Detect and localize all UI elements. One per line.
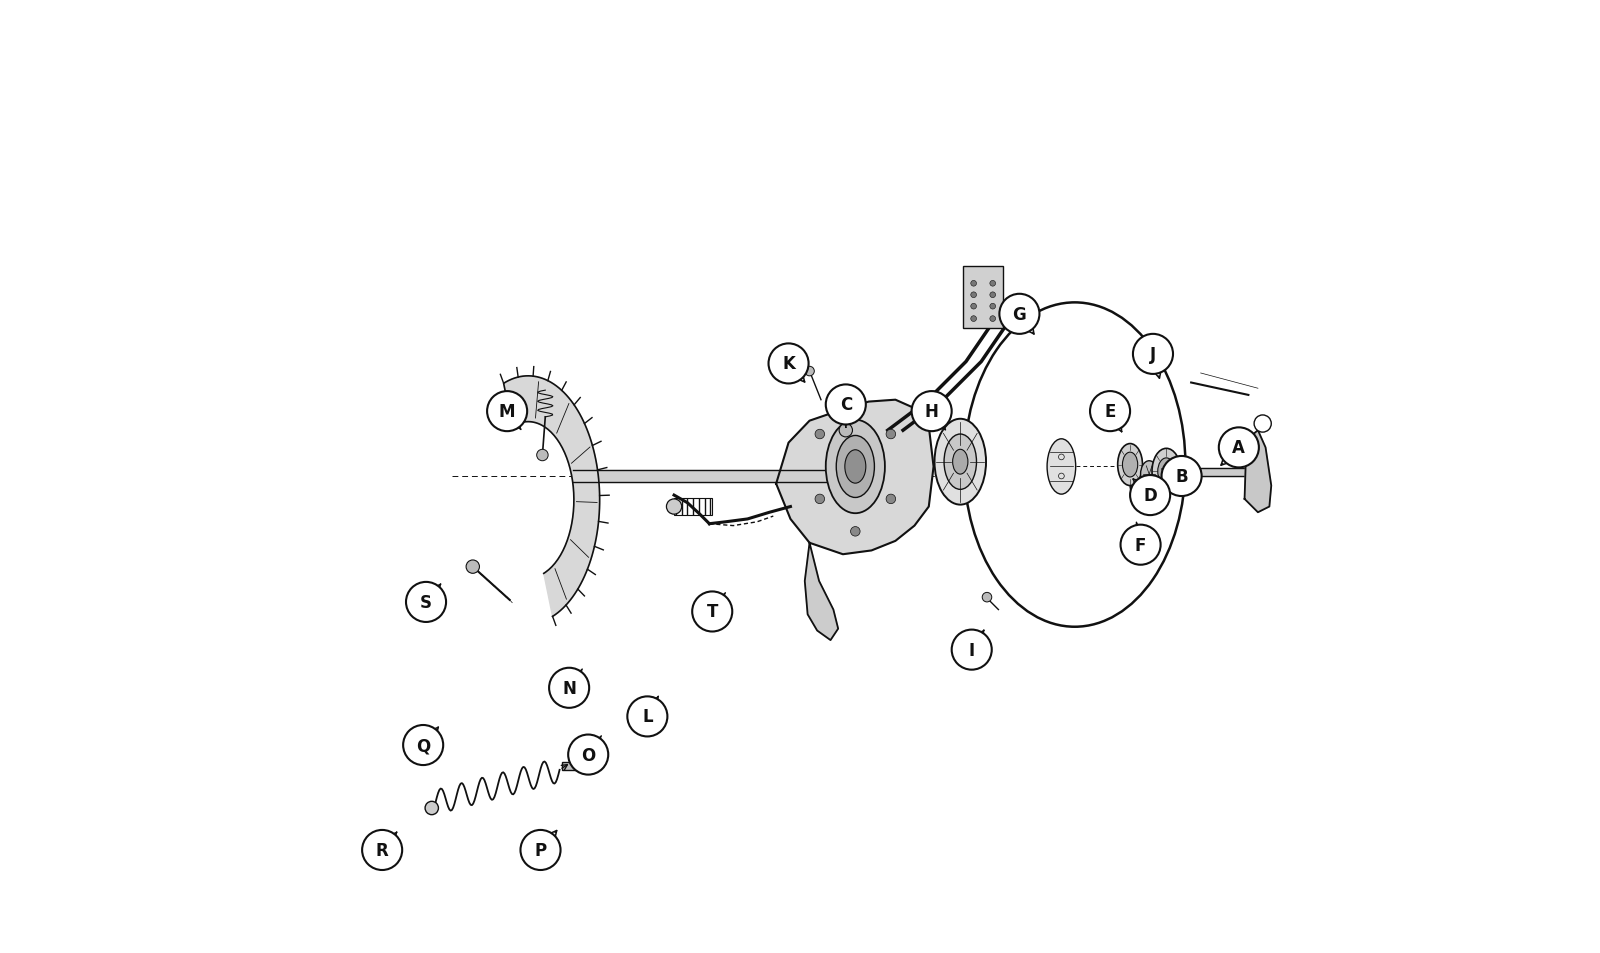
- Circle shape: [1162, 456, 1202, 497]
- Circle shape: [486, 392, 526, 432]
- Ellipse shape: [952, 450, 968, 475]
- Circle shape: [426, 801, 438, 815]
- Circle shape: [627, 697, 667, 737]
- Circle shape: [814, 430, 824, 439]
- Text: R: R: [376, 841, 389, 859]
- Circle shape: [971, 316, 976, 322]
- Text: K: K: [782, 355, 795, 373]
- Circle shape: [851, 397, 861, 407]
- Circle shape: [990, 316, 995, 322]
- Text: S: S: [421, 594, 432, 611]
- Ellipse shape: [1152, 449, 1181, 495]
- Polygon shape: [805, 543, 838, 640]
- Text: G: G: [1013, 306, 1026, 323]
- Ellipse shape: [1046, 439, 1075, 495]
- Circle shape: [851, 527, 861, 537]
- Text: Q: Q: [416, 737, 430, 754]
- Circle shape: [886, 430, 896, 439]
- Text: B: B: [1176, 468, 1187, 485]
- Text: N: N: [562, 679, 576, 697]
- Text: D: D: [1144, 487, 1157, 504]
- Ellipse shape: [1141, 461, 1158, 488]
- Circle shape: [768, 344, 808, 384]
- Circle shape: [667, 499, 682, 515]
- Polygon shape: [504, 376, 600, 617]
- Bar: [674, 498, 712, 516]
- Circle shape: [982, 593, 992, 602]
- Text: I: I: [968, 641, 974, 659]
- Circle shape: [814, 495, 824, 504]
- Circle shape: [826, 385, 866, 425]
- Circle shape: [990, 281, 995, 287]
- Circle shape: [549, 668, 589, 708]
- Circle shape: [886, 495, 896, 504]
- Text: A: A: [1232, 439, 1245, 456]
- Circle shape: [1133, 335, 1173, 375]
- Circle shape: [952, 630, 992, 670]
- Circle shape: [536, 450, 549, 461]
- Ellipse shape: [1118, 444, 1142, 486]
- Circle shape: [406, 582, 446, 622]
- Ellipse shape: [837, 436, 875, 497]
- Ellipse shape: [934, 419, 986, 505]
- Circle shape: [520, 830, 560, 870]
- Circle shape: [971, 293, 976, 298]
- Text: F: F: [1134, 537, 1146, 554]
- Circle shape: [1130, 476, 1170, 516]
- Circle shape: [1000, 294, 1040, 335]
- Bar: [963, 267, 1003, 329]
- Ellipse shape: [1123, 453, 1138, 477]
- Text: M: M: [499, 403, 515, 420]
- Circle shape: [1254, 416, 1272, 433]
- Circle shape: [1219, 428, 1259, 468]
- Circle shape: [912, 392, 952, 432]
- Ellipse shape: [826, 420, 885, 514]
- Polygon shape: [562, 746, 595, 770]
- Circle shape: [1090, 392, 1130, 432]
- Ellipse shape: [1130, 476, 1144, 497]
- Ellipse shape: [1158, 458, 1174, 485]
- Circle shape: [971, 304, 976, 310]
- Circle shape: [990, 293, 995, 298]
- Circle shape: [574, 753, 584, 762]
- Circle shape: [568, 735, 608, 775]
- Text: O: O: [581, 746, 595, 763]
- Circle shape: [971, 281, 976, 287]
- Circle shape: [1120, 525, 1160, 565]
- Circle shape: [838, 424, 853, 437]
- Ellipse shape: [944, 435, 976, 490]
- Circle shape: [693, 592, 733, 632]
- Text: C: C: [840, 396, 851, 414]
- Circle shape: [990, 304, 995, 310]
- Circle shape: [466, 560, 480, 574]
- Circle shape: [805, 367, 814, 376]
- Text: E: E: [1104, 403, 1115, 420]
- Circle shape: [362, 830, 402, 870]
- Polygon shape: [1245, 431, 1272, 513]
- Text: J: J: [1150, 346, 1157, 363]
- Text: L: L: [642, 708, 653, 725]
- Ellipse shape: [845, 451, 866, 484]
- Text: T: T: [707, 603, 718, 620]
- Polygon shape: [776, 400, 933, 555]
- Circle shape: [403, 725, 443, 765]
- Text: H: H: [925, 403, 939, 420]
- Text: P: P: [534, 841, 547, 859]
